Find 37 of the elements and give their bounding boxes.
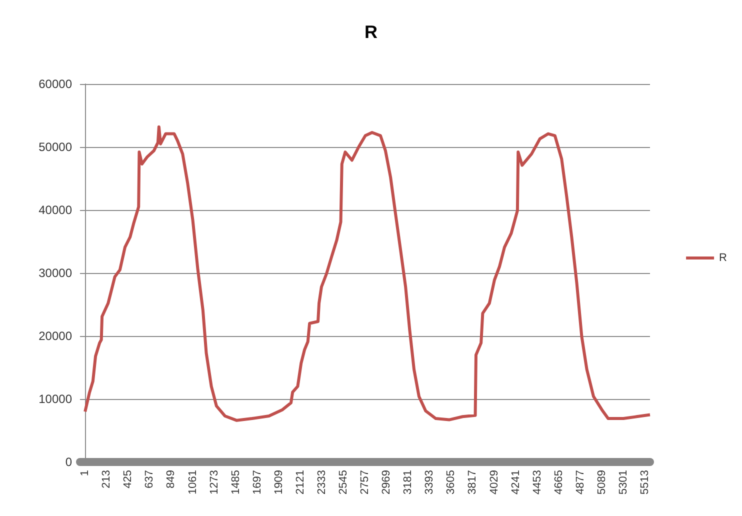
x-tick-label: 213 xyxy=(100,470,113,488)
x-tick-label: 5513 xyxy=(639,470,652,494)
x-tick-label: 4665 xyxy=(552,470,565,494)
x-tick-label: 3817 xyxy=(466,470,479,494)
x-tick-label: 2969 xyxy=(380,470,393,494)
x-tick-label: 849 xyxy=(165,470,178,488)
x-tick-label: 1909 xyxy=(272,470,285,494)
line-series xyxy=(84,125,652,422)
x-tick-label: 4453 xyxy=(531,470,544,494)
y-tick-label: 20000 xyxy=(38,329,72,343)
x-tick-label: 1485 xyxy=(230,470,242,494)
x-tick-label: 4241 xyxy=(510,470,522,494)
x-tick-label: 1061 xyxy=(186,470,199,494)
x-tick-label: 1273 xyxy=(208,470,220,494)
x-tick-label: 1697 xyxy=(251,470,264,494)
y-tick-label: 40000 xyxy=(38,203,72,217)
legend-label: R xyxy=(719,252,728,264)
x-tick-label: 3393 xyxy=(424,470,436,494)
x-tick-label: 2121 xyxy=(294,470,306,494)
x-tick-label: 425 xyxy=(122,470,134,488)
x-tick-label: 5089 xyxy=(596,470,608,494)
y-tick-label: 60000 xyxy=(38,77,72,91)
y-tick-label: 10000 xyxy=(38,392,72,406)
y-tick-label: 30000 xyxy=(38,266,72,280)
x-tick-label: 4029 xyxy=(488,470,500,494)
x-tick-label: 2333 xyxy=(316,470,328,494)
x-tick-label: 5301 xyxy=(617,470,630,494)
y-tick-label: 50000 xyxy=(38,140,72,154)
x-tick-label: 2545 xyxy=(338,470,350,494)
x-tick-label: 1 xyxy=(79,470,92,476)
chart-title: R xyxy=(364,22,378,42)
x-tick-label: 3181 xyxy=(402,470,414,494)
x-tick-label: 3605 xyxy=(445,470,458,494)
x-tick-label: 637 xyxy=(144,470,156,488)
x-tick-label: 4877 xyxy=(574,470,586,494)
x-tick-label: 2757 xyxy=(359,470,372,494)
y-tick-label: 0 xyxy=(65,455,72,469)
